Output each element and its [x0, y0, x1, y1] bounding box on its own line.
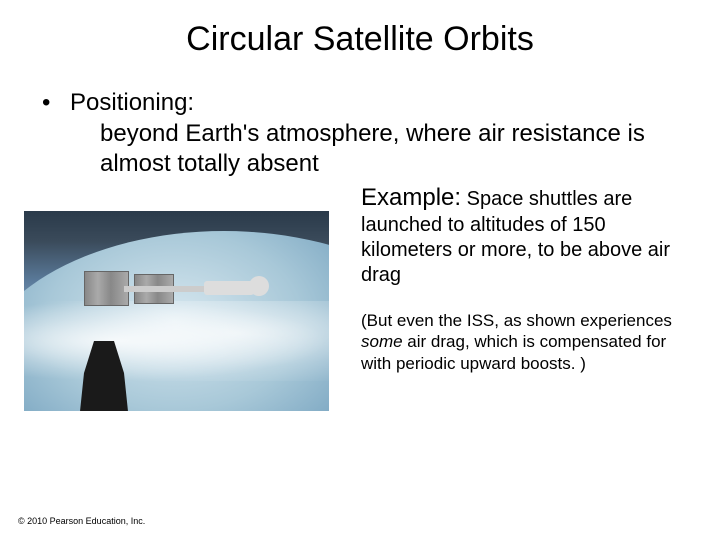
note-pre: (But even the ISS, as shown experiences — [361, 311, 672, 330]
example-lead: Example: — [361, 184, 461, 211]
iss-module — [204, 281, 254, 295]
iss-image — [24, 211, 329, 411]
positioning-description: beyond Earth's atmosphere, where air res… — [42, 119, 690, 179]
note-italic: some — [361, 332, 403, 351]
slide-title: Circular Satellite Orbits — [0, 0, 720, 89]
content-area: • Positioning: beyond Earth's atmosphere… — [0, 89, 720, 411]
bullet-label: Positioning: — [70, 89, 690, 117]
space-station — [84, 266, 284, 316]
note-text: (But even the ISS, as shown experiences … — [335, 310, 690, 374]
right-column: Example: Space shuttles are launched to … — [335, 183, 690, 411]
solar-panel — [84, 271, 129, 306]
lower-row: Example: Space shuttles are launched to … — [42, 183, 690, 411]
bullet-marker: • — [42, 89, 70, 117]
example-text: Example: Space shuttles are launched to … — [335, 183, 690, 288]
copyright-text: © 2010 Pearson Education, Inc. — [18, 516, 145, 526]
note-post: air drag, which is compensated for with … — [361, 332, 666, 372]
bullet-positioning: • Positioning: — [42, 89, 690, 117]
iss-module — [249, 276, 269, 296]
